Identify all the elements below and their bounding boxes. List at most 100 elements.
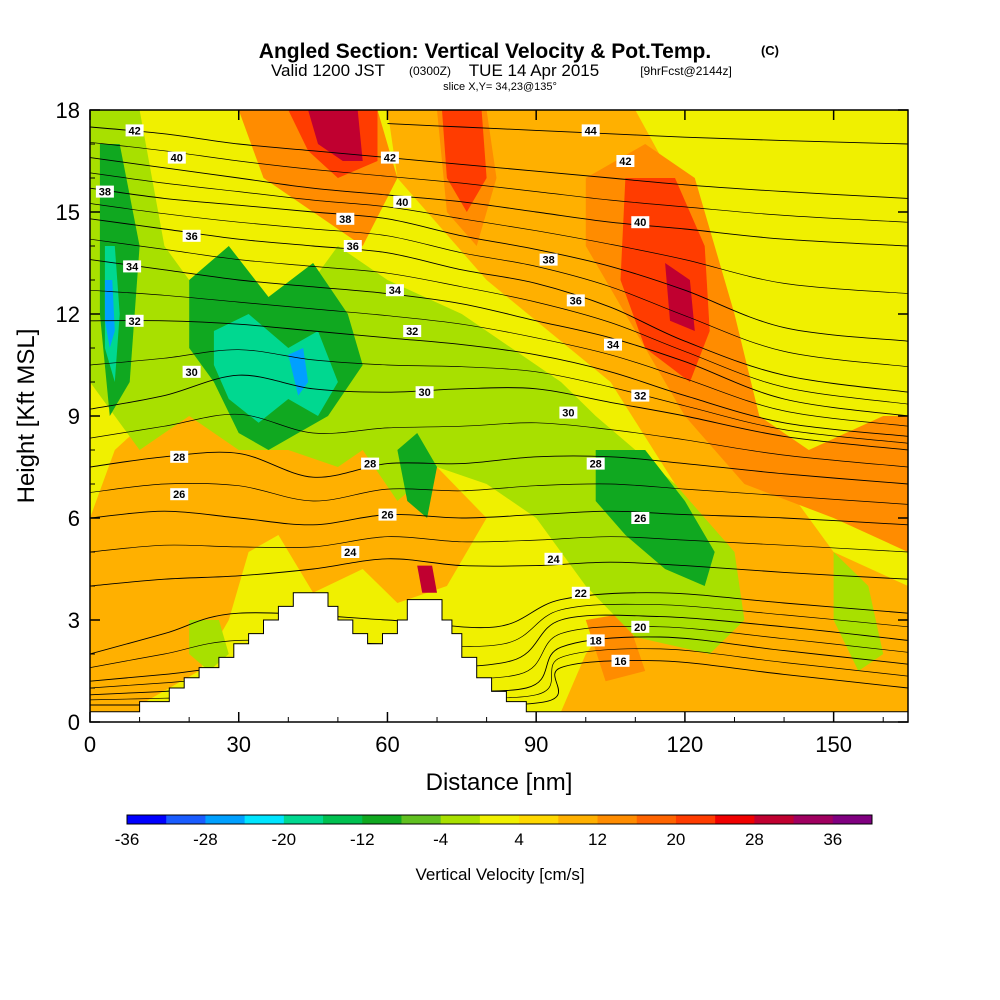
contour-label: 18 xyxy=(587,634,605,647)
colorbar-swatch xyxy=(205,815,245,824)
contour-label: 38 xyxy=(96,186,114,199)
contour-label-text: 42 xyxy=(384,153,396,165)
contour-label-text: 38 xyxy=(99,187,111,199)
x-axis-label: Distance [nm] xyxy=(426,769,573,796)
colorbar-tick-label: 36 xyxy=(823,830,842,849)
contour-label: 16 xyxy=(612,655,630,668)
contour-label-text: 38 xyxy=(339,214,351,226)
colorbar-swatch xyxy=(598,815,638,824)
colorbar-tick-label: -28 xyxy=(193,830,218,849)
contour-label: 42 xyxy=(616,155,634,168)
colorbar-tick-label: 4 xyxy=(514,830,523,849)
contour-label-text: 24 xyxy=(547,554,560,566)
contour-label: 28 xyxy=(587,458,605,471)
plot-area: 4240383634323028264240383634323028262444… xyxy=(90,110,908,722)
contour-label: 36 xyxy=(344,240,362,253)
contour-label-text: 20 xyxy=(634,622,646,634)
y-tick-label: 18 xyxy=(56,98,80,123)
contour-label-text: 16 xyxy=(614,656,626,668)
colorbar-swatch xyxy=(794,815,834,824)
contour-label-text: 30 xyxy=(562,408,574,420)
colorbar-tick-label: 12 xyxy=(588,830,607,849)
contour-label-text: 44 xyxy=(585,125,598,137)
contour-label: 34 xyxy=(386,284,404,297)
contour-label: 40 xyxy=(393,196,411,209)
contour-label-text: 40 xyxy=(171,153,183,165)
colorbar-tick-label: -12 xyxy=(350,830,375,849)
contour-label-text: 38 xyxy=(542,255,554,267)
contour-label: 32 xyxy=(631,390,649,403)
contour-label: 28 xyxy=(361,458,379,471)
x-tick-label: 120 xyxy=(667,732,704,757)
y-tick-label: 15 xyxy=(56,200,80,225)
contour-label: 28 xyxy=(170,451,188,464)
y-tick-label: 3 xyxy=(68,608,80,633)
contour-label: 26 xyxy=(170,488,188,501)
colorbar-swatch xyxy=(637,815,677,824)
colorbar-tick-label: 20 xyxy=(666,830,685,849)
contour-label-text: 24 xyxy=(344,547,357,559)
colorbar-tick-label: -4 xyxy=(433,830,448,849)
y-tick-label: 12 xyxy=(56,302,80,327)
contour-label: 32 xyxy=(403,325,421,338)
x-tick-label: 0 xyxy=(84,732,96,757)
contour-label-text: 36 xyxy=(185,231,197,243)
contour-label: 42 xyxy=(126,124,144,137)
contour-label: 24 xyxy=(341,546,359,559)
contour-label: 32 xyxy=(126,315,144,328)
subtitle-valid: Valid 1200 JST xyxy=(271,61,385,80)
contour-label: 42 xyxy=(381,152,399,165)
subtitle-forecast: [9hrFcst@2144z] xyxy=(640,64,732,78)
contour-label-text: 26 xyxy=(173,489,185,501)
contour-label: 44 xyxy=(582,124,600,137)
colorbar-swatch xyxy=(480,815,520,824)
contour-label: 24 xyxy=(545,553,563,566)
colorbar-swatch xyxy=(362,815,402,824)
colorbar-swatch xyxy=(558,815,598,824)
contour-label-text: 30 xyxy=(418,387,430,399)
colorbar-swatch xyxy=(833,815,873,824)
colorbar-swatch xyxy=(754,815,794,824)
contour-label-text: 28 xyxy=(590,459,602,471)
colorbar-swatch xyxy=(676,815,716,824)
contour-label-text: 28 xyxy=(173,452,185,464)
contour-label: 30 xyxy=(416,386,434,399)
colorbar-label: Vertical Velocity [cm/s] xyxy=(415,865,584,884)
contour-label: 40 xyxy=(631,216,649,229)
colorbar-swatch xyxy=(715,815,755,824)
contour-label: 30 xyxy=(559,407,577,420)
contour-label-text: 32 xyxy=(128,316,140,328)
colorbar-swatch xyxy=(441,815,481,824)
contour-label: 36 xyxy=(183,230,201,243)
y-tick-label: 9 xyxy=(68,404,80,429)
contour-label: 38 xyxy=(540,254,558,267)
colorbar-tick-label: -36 xyxy=(115,830,140,849)
contour-label: 38 xyxy=(336,213,354,226)
contour-label-text: 42 xyxy=(128,125,140,137)
contour-label: 22 xyxy=(572,587,590,600)
contour-label-text: 32 xyxy=(406,326,418,338)
contour-label-text: 36 xyxy=(570,295,582,307)
contour-label: 30 xyxy=(183,366,201,379)
x-tick-label: 90 xyxy=(524,732,548,757)
x-tick-label: 150 xyxy=(815,732,852,757)
colorbar-swatch xyxy=(401,815,441,824)
colorbar-swatch xyxy=(127,815,167,824)
contour-label-text: 28 xyxy=(364,459,376,471)
y-axis-label: Height [Kft MSL] xyxy=(13,329,40,504)
colorbar-swatch xyxy=(166,815,206,824)
contour-label-text: 32 xyxy=(634,391,646,403)
contour-label-text: 36 xyxy=(347,241,359,253)
contour-label: 26 xyxy=(631,512,649,525)
contour-label: 40 xyxy=(168,152,186,165)
subtitle-utc: (0300Z) xyxy=(409,64,451,78)
colorbar-tick-label: -20 xyxy=(272,830,297,849)
contour-label-text: 42 xyxy=(619,156,631,168)
y-tick-label: 6 xyxy=(68,506,80,531)
contour-label-text: 40 xyxy=(396,197,408,209)
x-tick-label: 60 xyxy=(375,732,399,757)
contour-label-text: 18 xyxy=(590,635,602,647)
contour-label-text: 26 xyxy=(381,510,393,522)
